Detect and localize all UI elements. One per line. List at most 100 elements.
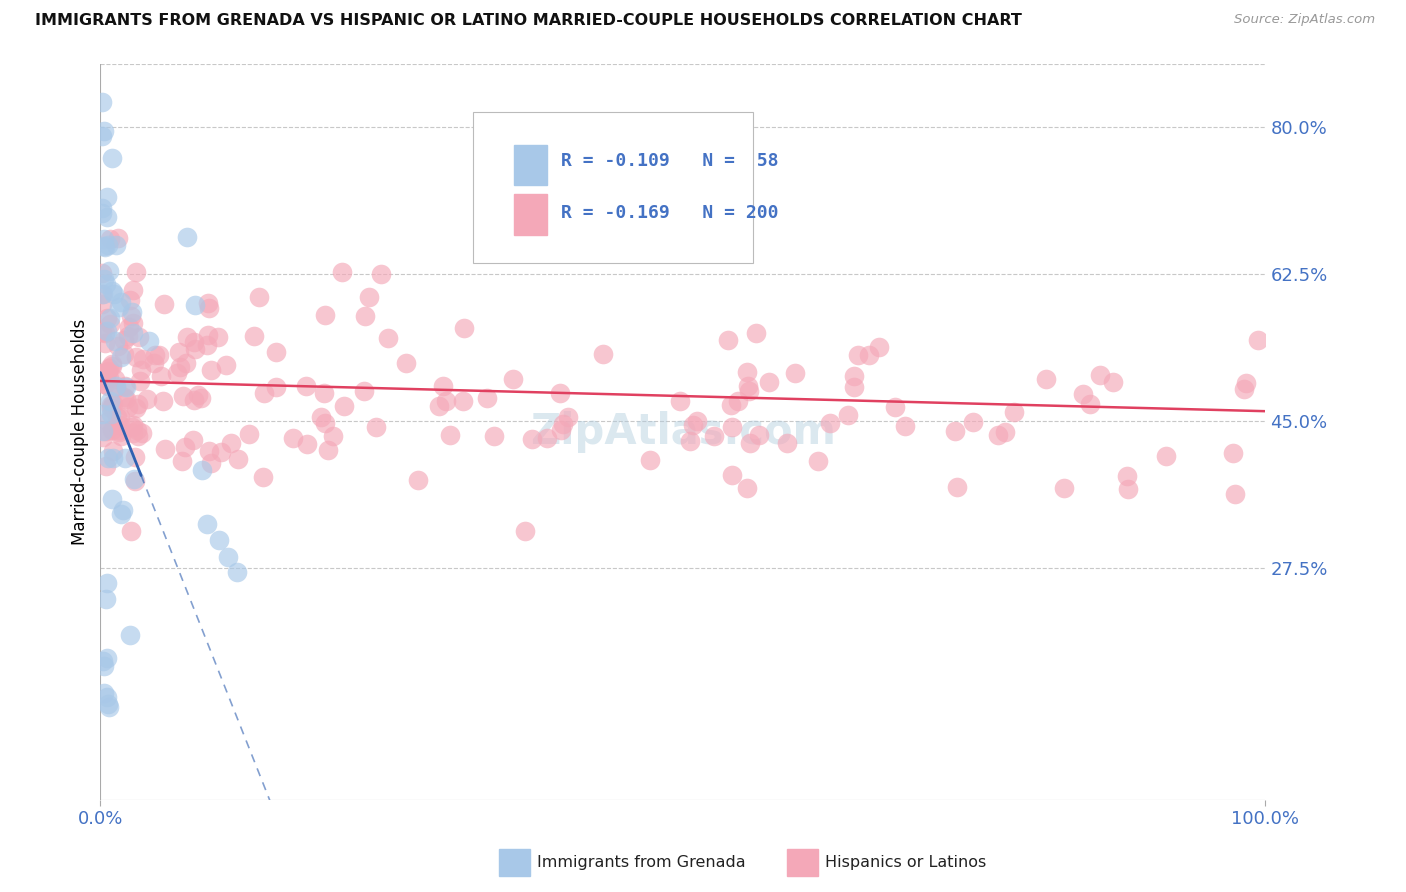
Point	[359, 290, 381, 304]
Point	[148, 348, 170, 362]
Point	[548, 385, 571, 400]
Point	[295, 379, 318, 393]
Point	[406, 473, 429, 487]
Point	[198, 444, 221, 458]
Point	[105, 409, 128, 424]
Point	[104, 334, 127, 348]
Point	[107, 339, 129, 353]
Point	[703, 429, 725, 443]
Point	[101, 450, 124, 465]
Point	[557, 409, 579, 424]
Point	[108, 425, 131, 439]
Point	[122, 316, 145, 330]
Point	[97, 414, 120, 428]
Point	[727, 394, 749, 409]
Point	[219, 435, 242, 450]
Point	[550, 423, 572, 437]
Point	[97, 264, 120, 278]
Point	[1116, 469, 1139, 483]
Point	[110, 294, 132, 309]
Point	[172, 453, 194, 467]
Point	[1247, 333, 1270, 347]
Point	[943, 424, 966, 438]
Point	[110, 428, 132, 442]
Point	[90, 201, 112, 215]
Point	[783, 366, 806, 380]
Point	[90, 95, 112, 109]
Point	[127, 397, 149, 411]
Point	[143, 349, 166, 363]
Point	[592, 347, 614, 361]
Point	[884, 401, 907, 415]
Point	[673, 221, 696, 235]
Point	[121, 425, 143, 440]
Point	[366, 420, 388, 434]
Point	[117, 320, 139, 334]
Point	[104, 381, 127, 395]
Point	[90, 297, 112, 311]
Point	[439, 427, 461, 442]
FancyBboxPatch shape	[474, 112, 752, 262]
Point	[122, 326, 145, 340]
Point	[197, 328, 219, 343]
Point	[101, 151, 124, 165]
Point	[1222, 446, 1244, 460]
Point	[513, 524, 536, 538]
Point	[309, 410, 332, 425]
Point	[217, 550, 239, 565]
Point	[103, 287, 125, 301]
Point	[135, 392, 157, 407]
Point	[94, 240, 117, 254]
Point	[502, 372, 524, 386]
Point	[353, 309, 375, 323]
Point	[118, 628, 141, 642]
Point	[90, 366, 112, 380]
Point	[96, 324, 118, 338]
Point	[93, 686, 115, 700]
Point	[93, 326, 115, 340]
Point	[90, 325, 112, 339]
Point	[120, 293, 142, 308]
Point	[108, 300, 131, 314]
Point	[96, 365, 118, 379]
Text: IMMIGRANTS FROM GRENADA VS HISPANIC OR LATINO MARRIED-COUPLE HOUSEHOLDS CORRELAT: IMMIGRANTS FROM GRENADA VS HISPANIC OR L…	[35, 13, 1022, 29]
Point	[353, 384, 375, 399]
Point	[682, 418, 704, 433]
Text: R = -0.109   N =  58: R = -0.109 N = 58	[561, 153, 778, 170]
Point	[112, 390, 135, 404]
Point	[247, 290, 270, 304]
Point	[93, 371, 115, 385]
Point	[94, 376, 117, 391]
Point	[90, 266, 112, 280]
Point	[370, 267, 392, 281]
Point	[207, 330, 229, 344]
Point	[281, 431, 304, 445]
Point	[108, 417, 131, 432]
Point	[124, 475, 146, 489]
Point	[108, 410, 131, 425]
Point	[453, 321, 475, 335]
Point	[152, 393, 174, 408]
Point	[93, 123, 115, 137]
Point	[138, 334, 160, 348]
Point	[120, 524, 142, 538]
Point	[150, 368, 173, 383]
Point	[1071, 387, 1094, 401]
Point	[318, 443, 340, 458]
Point	[197, 296, 219, 310]
Point	[96, 364, 118, 378]
Point	[377, 330, 399, 344]
Point	[98, 394, 121, 409]
Point	[122, 283, 145, 297]
Point	[98, 371, 121, 385]
Point	[1078, 397, 1101, 411]
Point	[91, 206, 114, 220]
Point	[1154, 449, 1177, 463]
Point	[322, 428, 344, 442]
Point	[482, 429, 505, 443]
Point	[174, 356, 197, 370]
Text: ZipAtlas.com: ZipAtlas.com	[530, 411, 835, 453]
Point	[962, 415, 984, 429]
Point	[125, 423, 148, 437]
Y-axis label: Married-couple Households: Married-couple Households	[72, 318, 89, 545]
